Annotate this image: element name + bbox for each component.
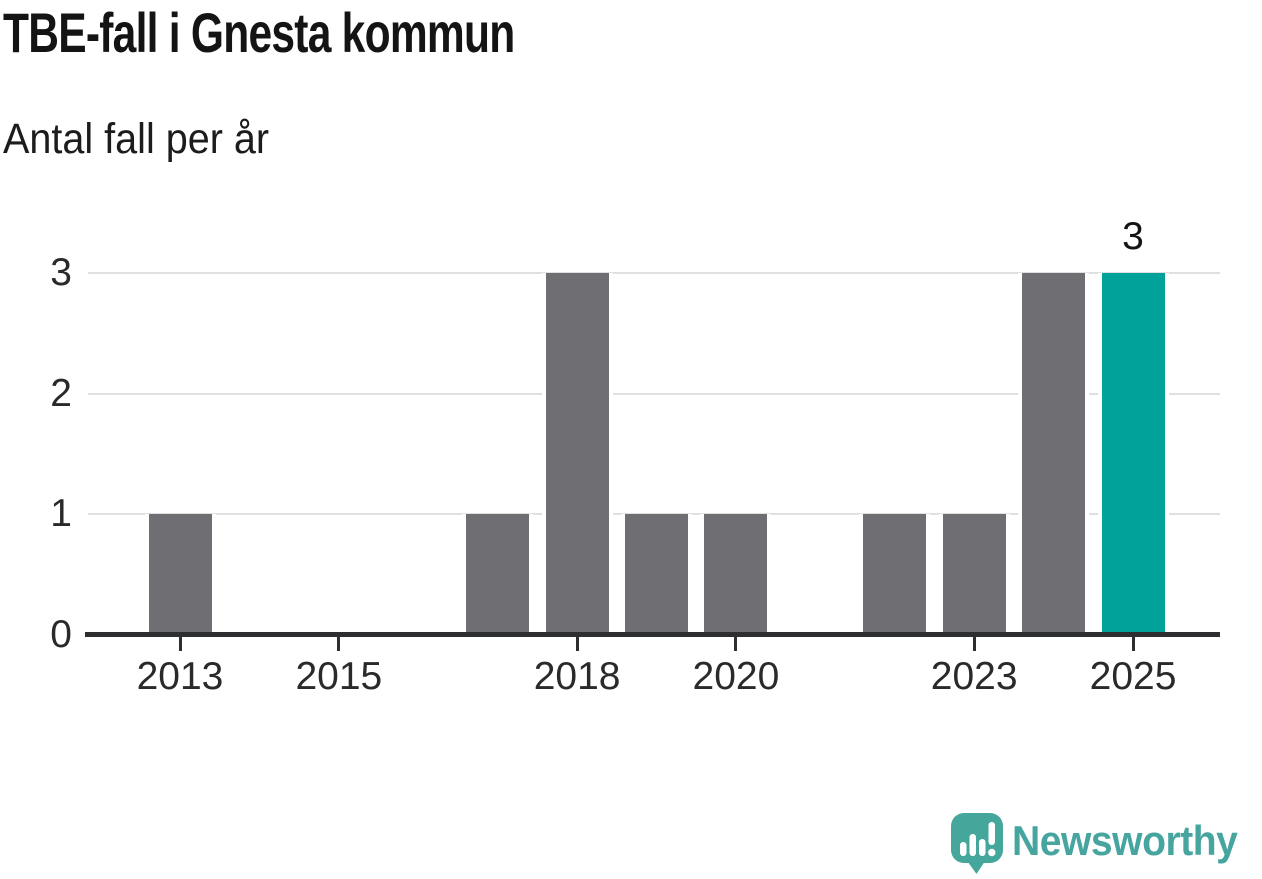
- y-tick-label-1: 1: [50, 492, 72, 536]
- branding-footer: Newsworthy: [949, 811, 1259, 877]
- x-tick-2023: [972, 637, 976, 651]
- y-tick-label-0: 0: [50, 613, 72, 656]
- x-tick-label-2023: 2023: [930, 655, 1018, 698]
- bar-2023: [938, 514, 1010, 635]
- x-axis-line: [85, 632, 1220, 637]
- x-tick-2015: [337, 637, 341, 651]
- chart-title: TBE-fall i Gnesta kommun: [3, 1, 515, 64]
- bar-2017: [462, 514, 534, 635]
- newsworthy-logo-text: Newsworthy: [1012, 817, 1238, 864]
- x-tick-label-2020: 2020: [692, 655, 780, 698]
- bar-2018: [541, 273, 613, 635]
- x-tick-label-2013: 2013: [136, 655, 224, 698]
- gridline-2: [88, 392, 1220, 395]
- x-tick-2018: [575, 637, 579, 651]
- newsworthy-logo-icon: [951, 813, 1003, 874]
- x-tick-2013: [178, 637, 182, 651]
- bar-2020: [700, 514, 772, 635]
- x-tick-2020: [734, 637, 738, 651]
- x-tick-label-2018: 2018: [533, 655, 621, 698]
- bar-2025: [1097, 273, 1169, 635]
- chart-subtitle: Antal fall per år: [3, 115, 270, 163]
- bar-value-label-2025: 3: [1122, 215, 1144, 258]
- x-tick-label-2015: 2015: [295, 655, 383, 698]
- y-tick-label-2: 2: [50, 371, 72, 415]
- bar-2019: [621, 514, 693, 635]
- gridline-3: [88, 272, 1220, 274]
- x-tick-2025: [1131, 637, 1135, 651]
- y-tick-label-3: 3: [50, 251, 72, 294]
- bar-2013: [144, 514, 216, 635]
- bar-2022: [859, 514, 931, 635]
- bar-2024: [1018, 273, 1090, 635]
- x-tick-label-2025: 2025: [1089, 655, 1177, 698]
